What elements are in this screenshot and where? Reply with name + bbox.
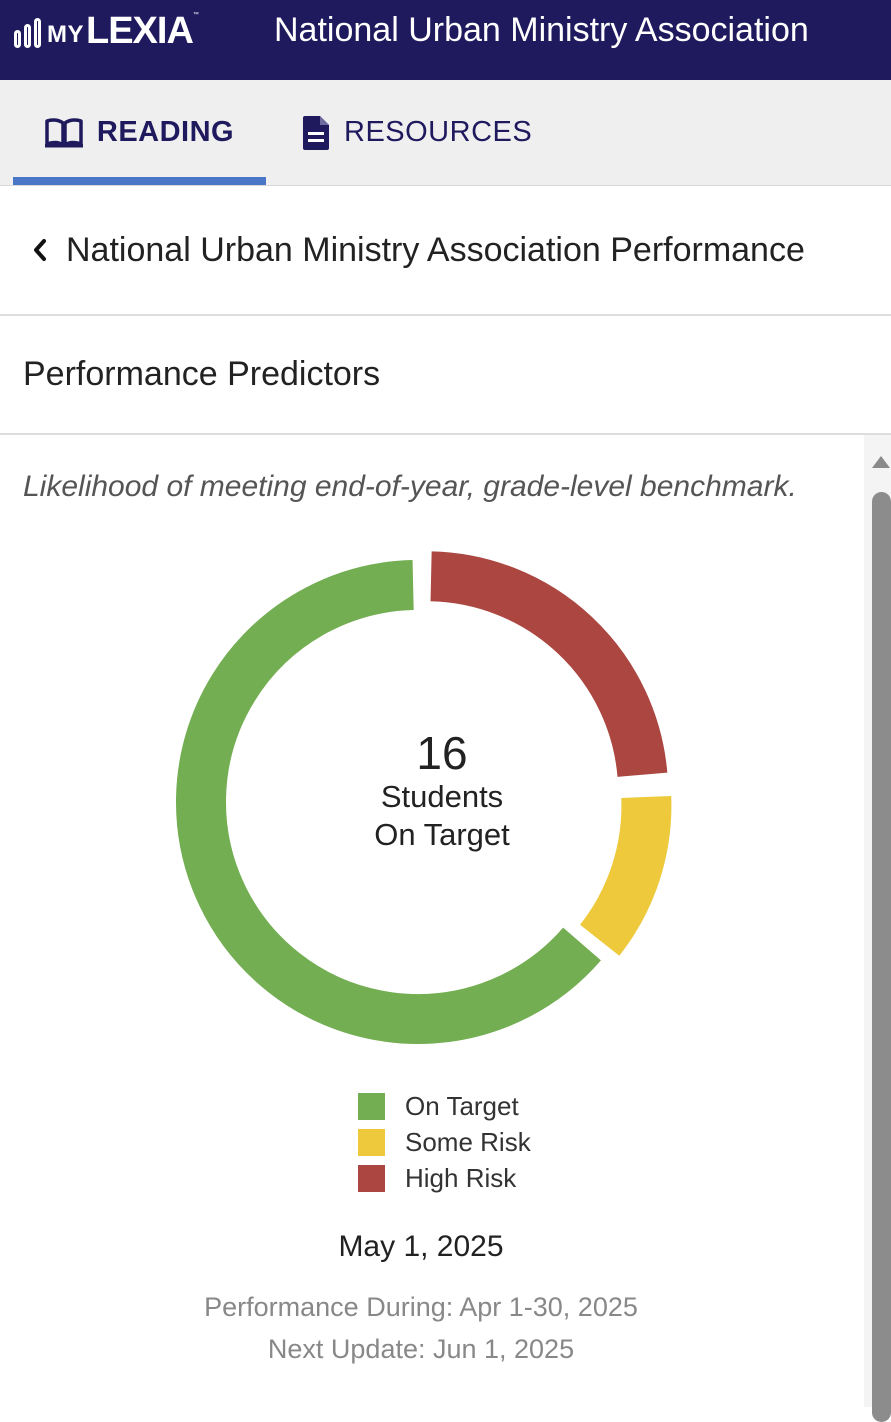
donut-slice-high-risk[interactable]	[430, 551, 668, 778]
legend-item-on-target: On Target	[358, 1088, 531, 1124]
tab-resources-label: RESOURCES	[344, 116, 533, 148]
legend-label-high-risk: High Risk	[405, 1162, 517, 1193]
donut-slice-on-target[interactable]	[176, 560, 601, 1044]
mylexia-logo[interactable]: MY LEXIA ™	[14, 10, 199, 50]
top-bar: MY LEXIA ™ National Urban Ministry Assoc…	[0, 0, 891, 80]
legend-label-on-target: On Target	[405, 1090, 519, 1121]
performance-donut-chart	[176, 551, 672, 1044]
center-label-line2: On Target	[374, 817, 510, 852]
legend-swatch-some-risk	[358, 1128, 385, 1156]
bar-chart-logo-icon	[14, 16, 41, 50]
donut-slice-some-risk[interactable]	[579, 795, 672, 956]
section-title: Performance Predictors	[23, 355, 381, 393]
tab-resources[interactable]: RESOURCES	[302, 80, 532, 185]
breadcrumb-title: National Urban Ministry Association Perf…	[66, 230, 805, 269]
tab-reading[interactable]: READING	[13, 80, 266, 185]
logo-trademark: ™	[192, 12, 199, 18]
chart-subtitle: Likelihood of meeting end-of-year, grade…	[23, 470, 797, 503]
chevron-left-icon[interactable]	[32, 237, 48, 263]
logo-text-my: MY	[47, 21, 84, 48]
document-icon	[303, 115, 329, 150]
book-open-icon	[44, 117, 83, 147]
section-divider	[0, 433, 891, 435]
next-update: Next Update: Jun 1, 2025	[267, 1334, 575, 1364]
center-label-line1: Students	[380, 779, 504, 814]
tab-reading-label: READING	[96, 116, 235, 148]
organization-name: National Urban Ministry Association	[274, 11, 809, 49]
performance-period: Performance During: Apr 1-30, 2025	[204, 1292, 638, 1322]
on-target-count: 16	[416, 727, 468, 779]
chart-legend: On Target Some Risk High Risk	[358, 1088, 531, 1196]
legend-swatch-high-risk	[358, 1164, 385, 1192]
breadcrumb[interactable]: National Urban Ministry Association Perf…	[0, 186, 891, 316]
report-date: May 1, 2025	[338, 1230, 504, 1263]
legend-item-some-risk: Some Risk	[358, 1124, 531, 1160]
tab-bar: READING RESOURCES	[0, 80, 891, 186]
chart-center-label: 16 Students On Target	[292, 728, 592, 854]
logo-text-lexia: LEXIA	[86, 10, 194, 52]
legend-label-some-risk: Some Risk	[405, 1126, 531, 1157]
scrollbar-thumb[interactable]	[872, 492, 891, 1422]
legend-swatch-on-target	[358, 1092, 385, 1120]
scroll-up-arrow-icon[interactable]	[872, 456, 890, 468]
legend-item-high-risk: High Risk	[358, 1160, 531, 1196]
